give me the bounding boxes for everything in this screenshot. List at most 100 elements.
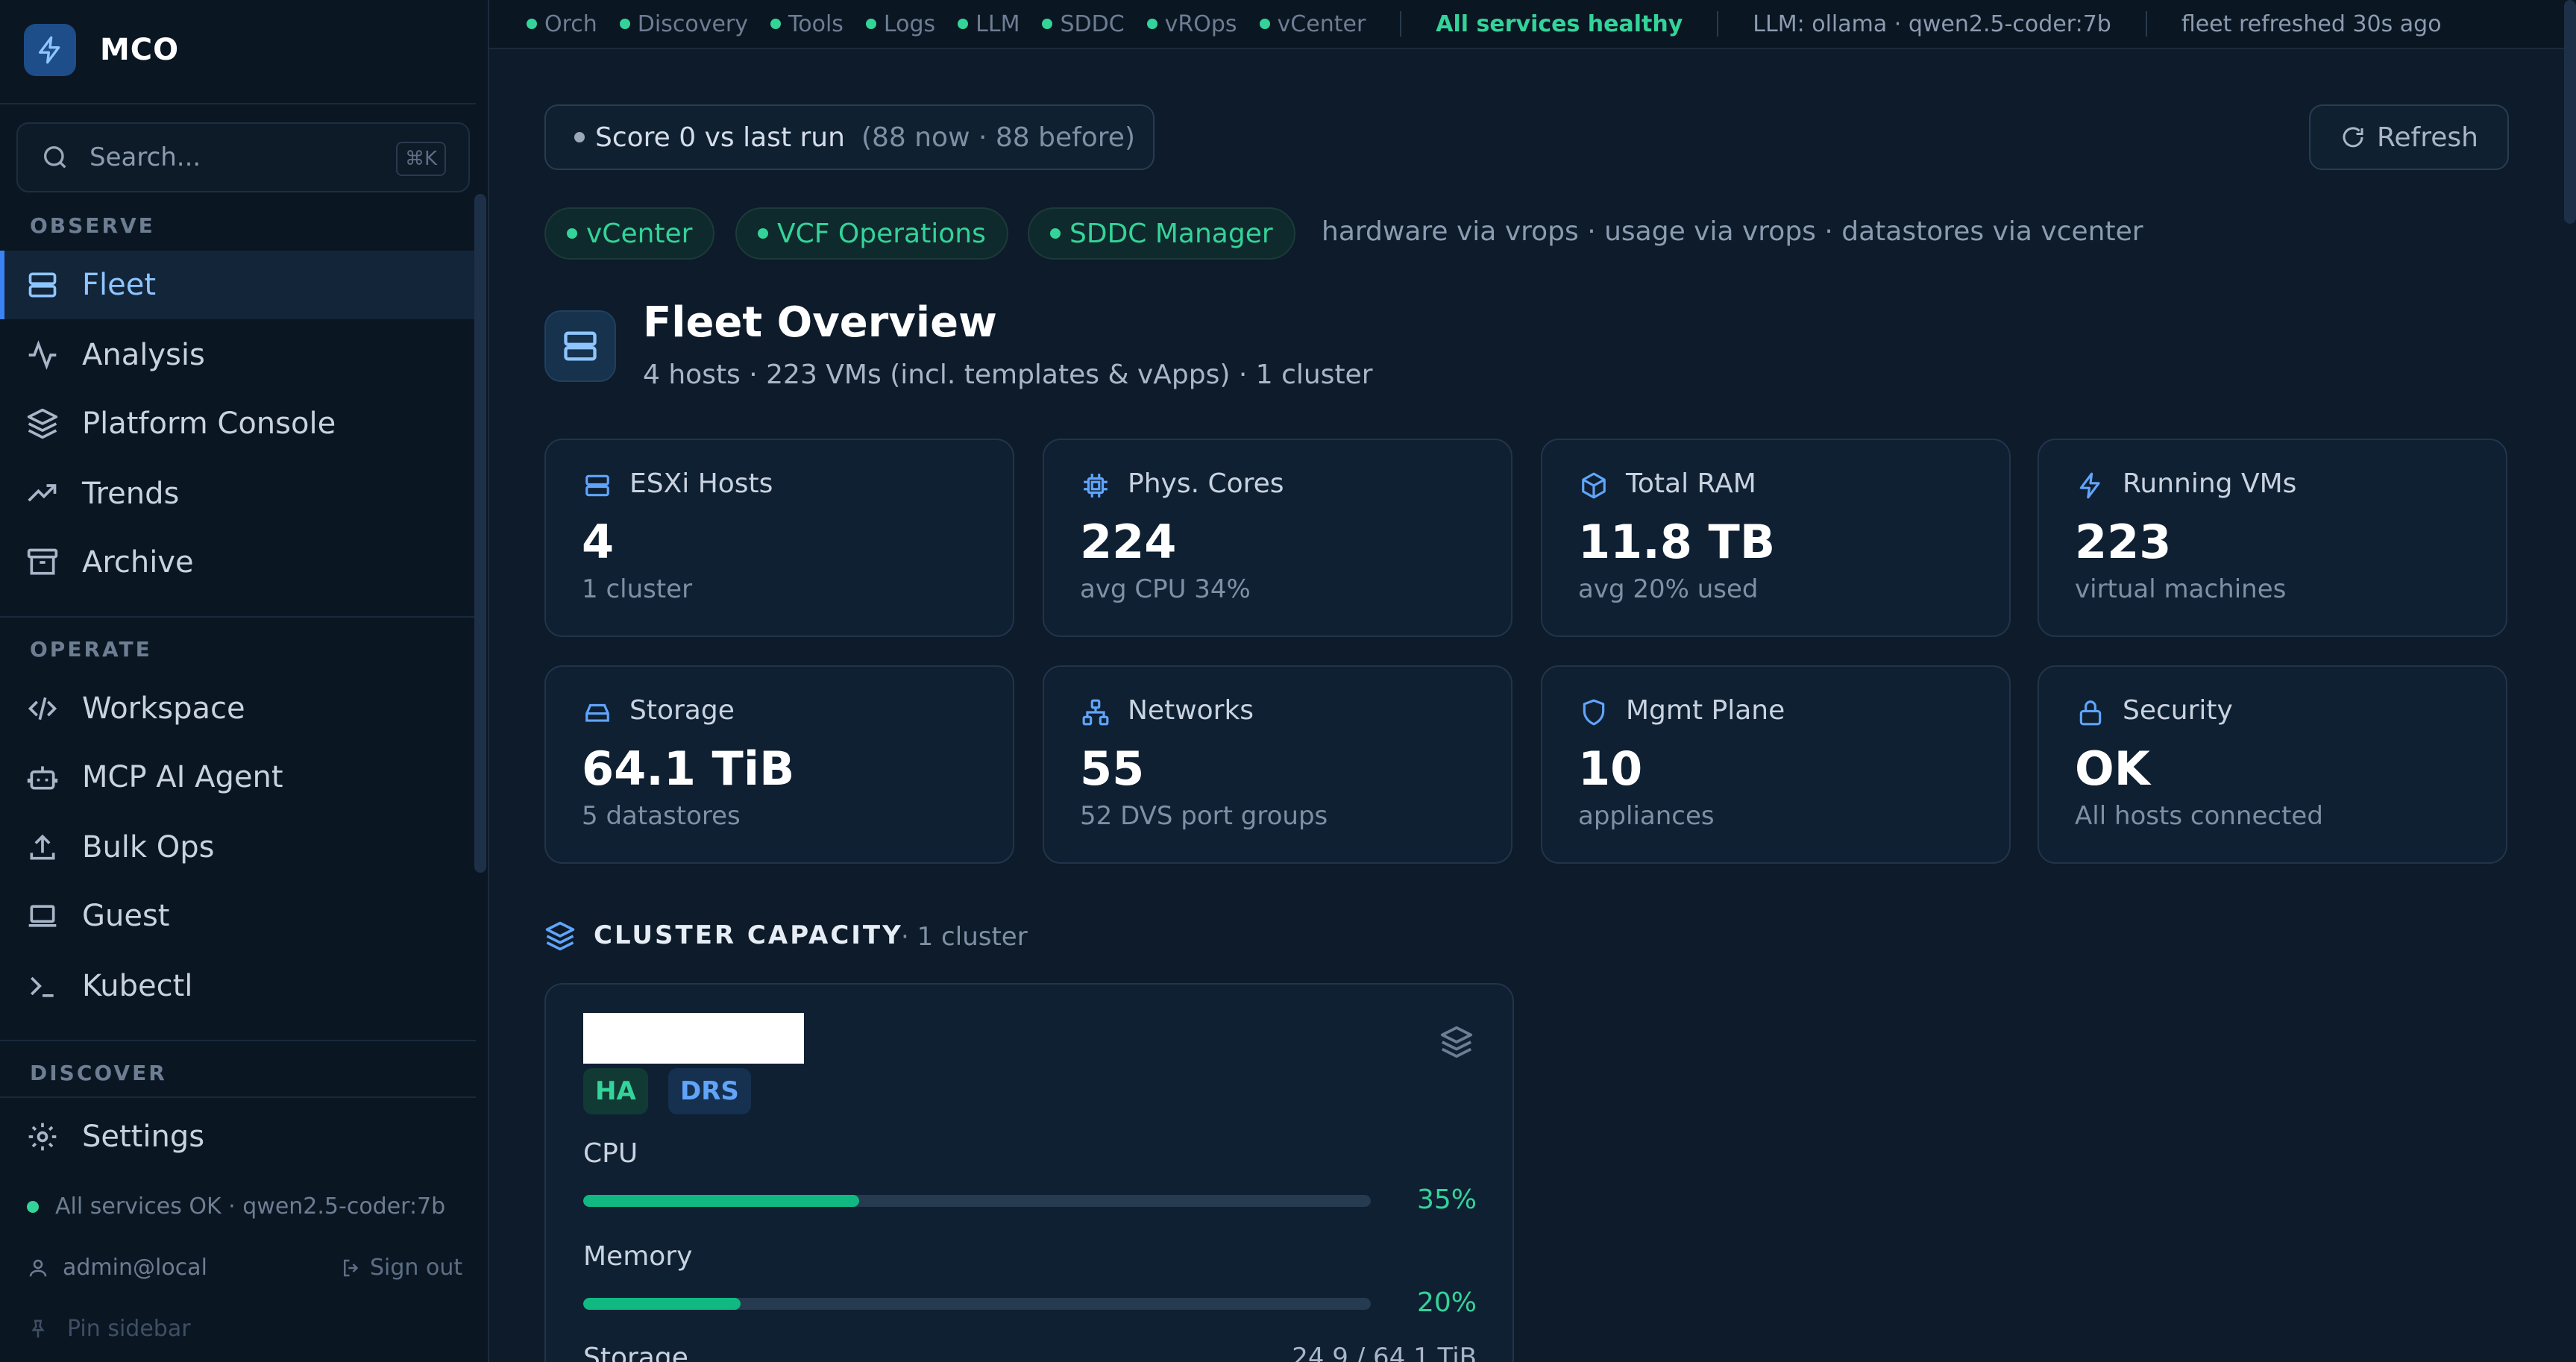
sidebar-item-guest[interactable]: Guest xyxy=(0,882,476,950)
status-dot xyxy=(27,1200,39,1213)
score-dot xyxy=(574,132,585,142)
service-label: Orch xyxy=(544,10,597,37)
stat-card-storage[interactable]: Storage 64.1 TiB 5 datastores xyxy=(544,665,1014,864)
status-dot xyxy=(619,19,630,29)
sidebar-item-label: Kubectl xyxy=(82,969,193,1003)
layers-icon xyxy=(543,919,577,953)
sidebar-item-label: Bulk Ops xyxy=(82,830,215,864)
search-input[interactable] xyxy=(89,142,373,172)
stat-card-total-ram[interactable]: Total RAM 11.8 TB avg 20% used xyxy=(1541,439,2011,637)
sidebar-item-label: Analysis xyxy=(82,338,205,372)
current-user: admin@local xyxy=(27,1255,207,1281)
section-operate: OPERATE xyxy=(30,637,152,662)
cluster-name-redacted xyxy=(583,1013,804,1064)
server-icon xyxy=(544,310,616,382)
stat-card-title: Total RAM xyxy=(1626,468,1756,499)
service-label: Tools xyxy=(788,10,844,37)
metric-label-storage: Storage xyxy=(583,1343,688,1362)
section-count: · 1 cluster xyxy=(901,922,1028,952)
stat-card-esxi-hosts[interactable]: ESXi Hosts 4 1 cluster xyxy=(544,439,1014,637)
divider xyxy=(2145,11,2147,37)
stat-card-phys-cores[interactable]: Phys. Cores 224 avg CPU 34% xyxy=(1043,439,1512,637)
status-bar: Orch Discovery Tools Logs LLM SDDC vROps… xyxy=(489,0,2576,49)
storage-value: 24.9 / 64.1 TiB xyxy=(1292,1343,1477,1362)
sidebar-item-bulk-ops[interactable]: Bulk Ops xyxy=(0,813,476,882)
service-llm: LLM xyxy=(958,11,1020,37)
hard-drive-icon xyxy=(582,697,613,728)
sidebar-scrollbar[interactable] xyxy=(474,194,486,873)
status-dot xyxy=(1050,228,1061,239)
sidebar-item-analysis[interactable]: Analysis xyxy=(0,321,476,389)
page-title: Fleet Overview xyxy=(643,298,997,347)
section-discover: DISCOVER xyxy=(30,1061,167,1085)
status-dot xyxy=(1146,19,1157,29)
score-label: Score 0 vs last run xyxy=(595,122,845,153)
source-chip-label: SDDC Manager xyxy=(1069,218,1273,249)
cpu-percent: 35% xyxy=(1416,1184,1477,1215)
service-label: vCenter xyxy=(1277,10,1366,37)
refresh-status: fleet refreshed 30s ago xyxy=(2181,10,2442,37)
stat-card-subtitle: 5 datastores xyxy=(582,801,741,831)
lock-icon xyxy=(2075,697,2106,728)
search-box[interactable]: ⌘K xyxy=(16,122,470,192)
sidebar: MCO ⌘K OBSERVE Fleet Analysis Platform C… xyxy=(0,0,489,1362)
gear-icon xyxy=(25,1120,60,1154)
sidebar-item-settings[interactable]: Settings xyxy=(0,1102,476,1171)
score-pill: Score 0 vs last run (88 now · 88 before) xyxy=(544,104,1155,170)
cluster-card[interactable]: HA DRS CPU 35% Memory 20% Storage 24.9 /… xyxy=(544,983,1514,1362)
layers-icon xyxy=(1438,1023,1475,1061)
status-dot xyxy=(1259,19,1270,29)
data-source-note: hardware via vrops · usage via vrops · d… xyxy=(1322,216,2143,247)
metric-label-memory: Memory xyxy=(583,1241,693,1272)
sidebar-item-platform-console[interactable]: Platform Console xyxy=(0,389,476,458)
sidebar-item-archive[interactable]: Archive xyxy=(0,528,476,597)
stat-card-value: 4 xyxy=(582,515,615,569)
section-title: CLUSTER CAPACITY xyxy=(594,920,903,950)
layers-icon xyxy=(25,407,60,441)
stat-card-subtitle: 52 DVS port groups xyxy=(1080,801,1328,831)
status-dot xyxy=(770,19,782,29)
sidebar-item-trends[interactable]: Trends xyxy=(0,459,476,528)
service-orch: Orch xyxy=(527,11,597,37)
stat-card-value: 224 xyxy=(1080,515,1177,569)
sidebar-item-kubectl[interactable]: Kubectl xyxy=(0,952,476,1020)
stat-card-subtitle: 1 cluster xyxy=(582,574,693,604)
sidebar-item-label: Platform Console xyxy=(82,407,336,441)
page-scrollbar[interactable] xyxy=(2564,0,2576,224)
sidebar-item-mcp-ai-agent[interactable]: MCP AI Agent xyxy=(0,743,476,812)
status-dot xyxy=(527,19,537,29)
app-name: MCO xyxy=(100,33,180,67)
divider xyxy=(1717,11,1719,37)
search-shortcut: ⌘K xyxy=(395,142,446,176)
user-name: admin@local xyxy=(63,1255,207,1281)
sidebar-item-fleet[interactable]: Fleet xyxy=(0,251,476,319)
sidebar-status-text: All services OK · qwen2.5-coder:7b xyxy=(55,1193,446,1220)
metric-label-cpu: CPU xyxy=(583,1138,638,1169)
status-dot xyxy=(567,228,577,239)
sign-out-button[interactable]: Sign out xyxy=(340,1255,462,1281)
sidebar-item-label: Workspace xyxy=(82,691,245,726)
health-summary: All services healthy xyxy=(1436,10,1683,37)
network-icon xyxy=(1080,697,1111,728)
stat-card-value: OK xyxy=(2075,741,2150,796)
sign-out-label: Sign out xyxy=(370,1255,463,1281)
refresh-button[interactable]: Refresh xyxy=(2309,104,2509,170)
brand[interactable]: MCO xyxy=(24,24,179,76)
sidebar-status: All services OK · qwen2.5-coder:7b xyxy=(27,1193,445,1220)
stat-card-mgmt-plane[interactable]: Mgmt Plane 10 appliances xyxy=(1541,665,2011,864)
divider xyxy=(0,1096,476,1098)
stat-card-value: 11.8 TB xyxy=(1578,515,1776,569)
stat-card-networks[interactable]: Networks 55 52 DVS port groups xyxy=(1043,665,1512,864)
pin-sidebar-button[interactable]: Pin sidebar xyxy=(27,1316,191,1342)
sidebar-item-label: Settings xyxy=(82,1120,205,1154)
source-chip-label: VCF Operations xyxy=(777,218,986,249)
score-detail: (88 now · 88 before) xyxy=(861,122,1136,153)
stat-card-title: Security xyxy=(2123,695,2233,726)
stat-card-title: Phys. Cores xyxy=(1128,468,1284,499)
search-icon xyxy=(39,141,72,174)
stat-card-security[interactable]: Security OK All hosts connected xyxy=(2038,665,2507,864)
sidebar-item-workspace[interactable]: Workspace xyxy=(0,674,476,743)
status-dot xyxy=(1042,19,1053,29)
source-chip-vcenter: vCenter xyxy=(544,207,715,260)
stat-card-running-vms[interactable]: Running VMs 223 virtual machines xyxy=(2038,439,2507,637)
